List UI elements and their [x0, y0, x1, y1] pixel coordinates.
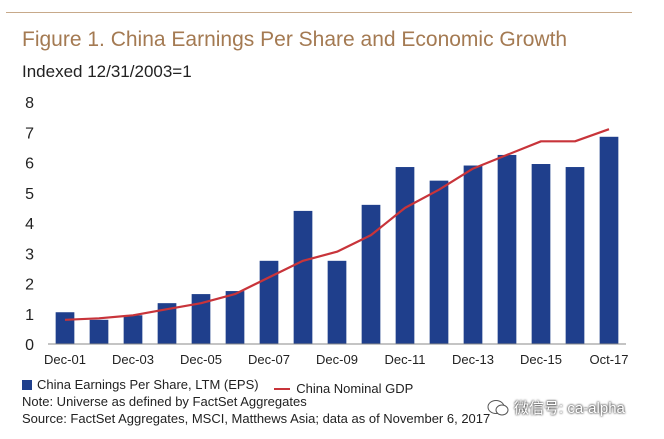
line-gdp [64, 128, 610, 321]
bar-eps [429, 180, 449, 344]
bar-eps [395, 167, 415, 344]
bar-eps [293, 210, 313, 344]
bar-eps [191, 294, 211, 344]
chart-subtitle: Indexed 12/31/2003=1 [22, 62, 192, 81]
bar-eps [157, 303, 177, 344]
watermark: 微信号: ca-alpha [487, 397, 625, 418]
bar-eps [565, 167, 585, 344]
bar-eps [55, 312, 75, 344]
legend-label-eps: China Earnings Per Share, LTM (EPS) [37, 377, 259, 392]
bar-eps [361, 204, 381, 344]
x-tick-label: Dec-05 [180, 352, 222, 367]
x-tick-label: Dec-13 [452, 352, 494, 367]
y-tick-label: 2 [25, 277, 34, 294]
legend-item-gdp: China Nominal GDP [274, 381, 413, 396]
bar-eps [531, 164, 551, 344]
legend-swatch-eps [22, 379, 32, 390]
y-tick-label: 6 [25, 156, 34, 173]
top-rule [6, 12, 632, 13]
y-tick-label: 5 [25, 186, 34, 203]
bar-eps [327, 260, 347, 344]
y-tick-label: 4 [25, 216, 34, 233]
legend-swatch-gdp [274, 387, 291, 390]
bar-eps [225, 291, 245, 344]
bar-eps [497, 154, 517, 344]
watermark-text: 微信号: ca-alpha [514, 400, 625, 417]
chart-note: Note: Universe as defined by FactSet Agg… [22, 394, 307, 409]
y-tick-label: 7 [25, 125, 34, 142]
chart-title: Figure 1. China Earnings Per Share and E… [22, 28, 568, 51]
x-tick-label: Dec-07 [248, 352, 290, 367]
bar-eps [259, 260, 279, 344]
y-tick-label: 8 [25, 95, 34, 112]
y-tick-label: 1 [25, 307, 34, 324]
bar-eps [599, 136, 619, 344]
chart-source: Source: FactSet Aggregates, MSCI, Matthe… [22, 411, 491, 426]
legend-label-gdp: China Nominal GDP [296, 381, 414, 396]
bar-eps [463, 165, 483, 344]
x-tick-label: Dec-03 [112, 352, 154, 367]
bar-eps [123, 315, 143, 344]
chart-legend: China Earnings Per Share, LTM (EPS) Chin… [22, 377, 425, 396]
y-tick-label: 0 [25, 337, 34, 354]
x-tick-label: Dec-01 [44, 352, 86, 367]
x-tick-label: Oct-17 [589, 352, 628, 367]
x-tick-label: Dec-15 [520, 352, 562, 367]
x-tick-label: Dec-11 [385, 352, 426, 367]
wechat-icon [487, 399, 509, 415]
y-tick-label: 3 [25, 246, 34, 263]
legend-item-eps: China Earnings Per Share, LTM (EPS) [22, 377, 259, 392]
x-tick-label: Dec-09 [316, 352, 358, 367]
bar-eps [89, 319, 109, 344]
